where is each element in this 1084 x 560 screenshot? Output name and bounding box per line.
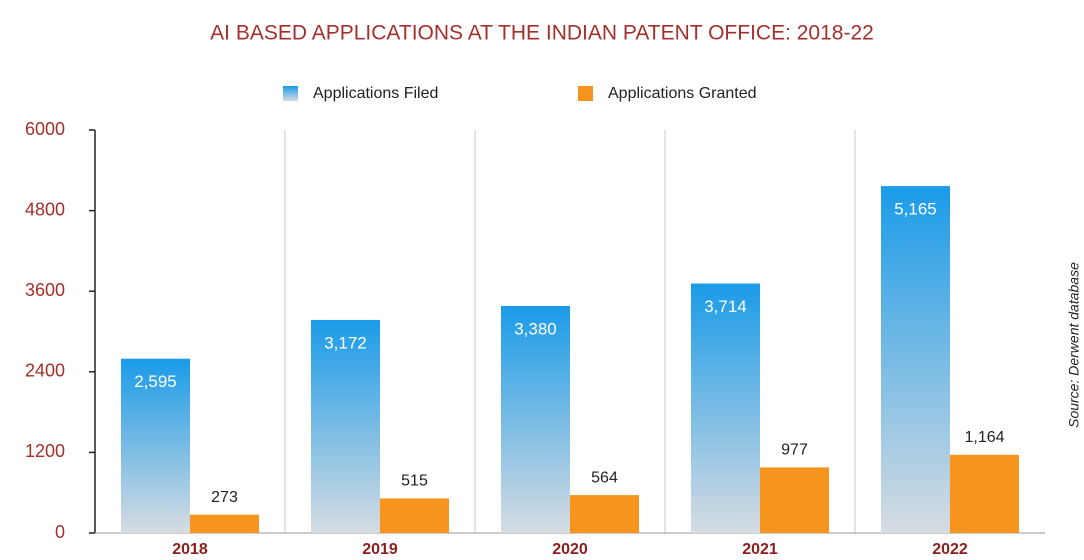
value-label: 3,380: [514, 319, 557, 338]
x-tick-label: 2018: [172, 541, 208, 558]
value-label: 1,164: [964, 429, 1004, 446]
bar: [501, 305, 570, 533]
x-tick-label: 2020: [552, 541, 588, 558]
y-tick-label: 2400: [25, 361, 65, 381]
x-tick-label: 2021: [742, 541, 778, 558]
value-label: 3,714: [704, 297, 747, 316]
bar: [881, 186, 950, 533]
bar: [190, 514, 259, 533]
bar: [121, 358, 190, 533]
bar: [760, 467, 829, 533]
value-label: 515: [401, 473, 428, 490]
bar: [570, 495, 639, 533]
legend-label: Applications Granted: [608, 85, 757, 102]
bar: [311, 319, 380, 533]
x-tick-label: 2022: [932, 541, 968, 558]
y-tick-label: 4800: [25, 199, 65, 219]
value-label: 3,172: [324, 333, 367, 352]
y-tick-label: 0: [55, 522, 65, 542]
legend-label: Applications Filed: [313, 85, 438, 102]
y-tick-label: 1200: [25, 441, 65, 461]
bar: [380, 498, 449, 533]
value-label: 564: [591, 469, 618, 486]
y-tick-label: 6000: [25, 119, 65, 139]
x-tick-label: 2019: [362, 541, 398, 558]
value-label: 273: [211, 489, 238, 506]
y-tick-label: 3600: [25, 280, 65, 300]
legend-swatch: [283, 86, 298, 101]
source-note: Source: Derwent database: [1066, 262, 1082, 428]
value-label: 977: [781, 442, 808, 459]
legend-swatch: [578, 86, 593, 101]
value-label: 2,595: [134, 372, 177, 391]
bar: [691, 283, 760, 533]
chart-title: AI BASED APPLICATIONS AT THE INDIAN PATE…: [210, 22, 874, 45]
bar: [950, 454, 1019, 533]
value-label: 5,165: [894, 200, 937, 219]
